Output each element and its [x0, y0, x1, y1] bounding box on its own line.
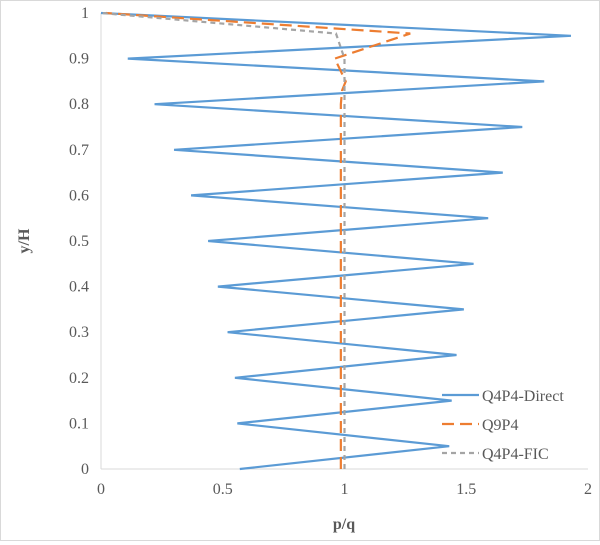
x-tick-label: 1: [341, 481, 349, 498]
y-tick-label: 0.8: [69, 96, 89, 113]
x-tick-label: 1.5: [456, 481, 476, 498]
y-tick-label: 0.1: [69, 415, 89, 432]
series-line-q4p4-direct: [100, 11, 572, 471]
y-tick-label: 0.9: [69, 51, 89, 68]
legend-label: Q4P4-Direct: [482, 388, 564, 405]
y-tick-label: 0.2: [69, 370, 89, 387]
y-axis-label: y/H: [16, 228, 33, 253]
series-line-q9p4: [105, 11, 411, 469]
y-tick-label: 0: [81, 461, 89, 478]
x-tick-label: 2: [584, 481, 592, 498]
y-tick-label: 1: [81, 5, 89, 22]
x-tick-label: 0.5: [213, 481, 233, 498]
series-line-q4p4-fic: [100, 11, 346, 469]
y-tick-label: 0.3: [69, 324, 89, 341]
legend-label: Q9P4: [482, 417, 518, 434]
legend-label: Q4P4-FIC: [482, 446, 549, 463]
x-axis-label: p/q: [333, 516, 355, 533]
y-tick-label: 0.4: [69, 279, 89, 296]
y-tick-label: 0.6: [69, 187, 89, 204]
x-tick-label: 0: [97, 481, 105, 498]
y-tick-label: 0.5: [69, 233, 89, 250]
y-tick-label: 0.7: [69, 142, 89, 159]
